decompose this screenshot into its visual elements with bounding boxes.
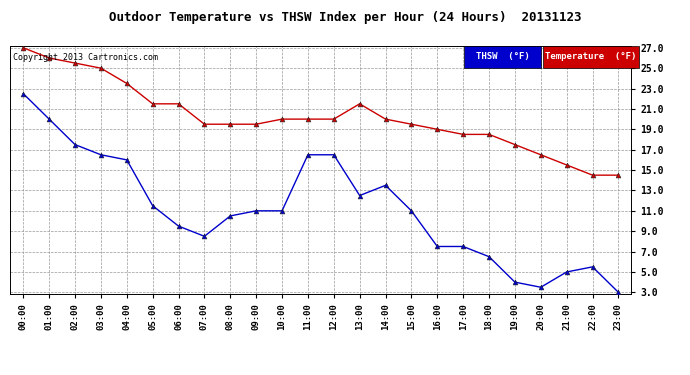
Text: Outdoor Temperature vs THSW Index per Hour (24 Hours)  20131123: Outdoor Temperature vs THSW Index per Ho… bbox=[109, 11, 581, 24]
FancyBboxPatch shape bbox=[542, 46, 639, 68]
Text: Temperature  (°F): Temperature (°F) bbox=[545, 53, 636, 62]
Text: THSW  (°F): THSW (°F) bbox=[475, 53, 529, 62]
FancyBboxPatch shape bbox=[464, 46, 542, 68]
Text: Copyright 2013 Cartronics.com: Copyright 2013 Cartronics.com bbox=[14, 53, 159, 62]
